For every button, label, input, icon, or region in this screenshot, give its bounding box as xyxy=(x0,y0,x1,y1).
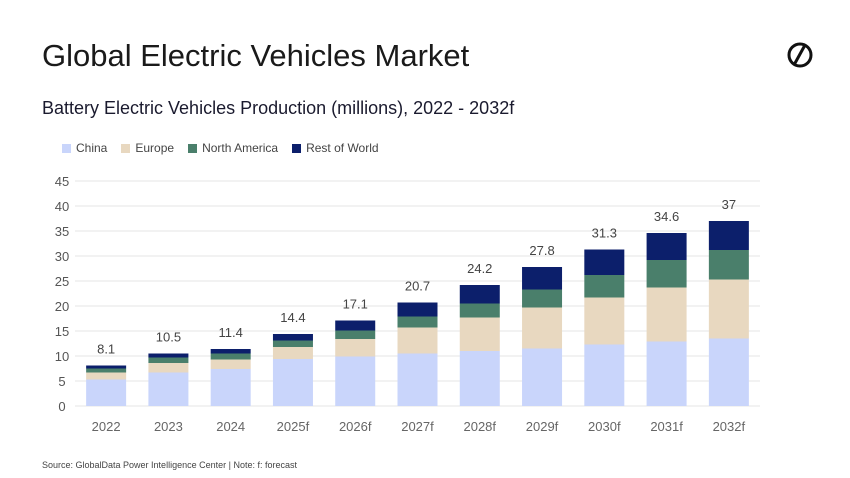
bar-segment-rest-of-world xyxy=(646,233,687,260)
bar-segment-rest-of-world xyxy=(584,249,625,275)
legend-swatch xyxy=(62,143,71,153)
x-tick-label: 2028f xyxy=(463,419,496,434)
total-label: 31.3 xyxy=(592,226,617,241)
bar-segment-europe xyxy=(148,363,189,373)
x-tick-label: 2032f xyxy=(713,419,746,434)
x-tick-label: 2029f xyxy=(526,419,559,434)
bar-segment-europe xyxy=(459,317,500,351)
bar-segment-rest-of-world xyxy=(522,267,563,290)
bar-segment-europe xyxy=(522,307,563,349)
legend-item: China xyxy=(62,141,107,155)
bar-segment-rest-of-world xyxy=(459,285,500,304)
bar-segment-china xyxy=(335,356,376,406)
x-tick-label: 2027f xyxy=(401,419,434,434)
x-tick-label: 2022 xyxy=(92,419,121,434)
bar-segment-rest-of-world xyxy=(708,221,749,250)
bar-segment-europe xyxy=(708,279,749,339)
bar-segment-rest-of-world xyxy=(397,302,438,317)
y-tick-label: 10 xyxy=(55,349,69,364)
bar-segment-north-america xyxy=(335,330,376,339)
bar-segment-north-america xyxy=(584,275,625,298)
y-tick-label: 5 xyxy=(58,374,65,389)
legend-item: Rest of World xyxy=(292,141,379,155)
total-label: 27.8 xyxy=(529,243,554,258)
bar-segment-rest-of-world xyxy=(148,353,189,358)
y-tick-label: 15 xyxy=(55,324,69,339)
total-label: 14.4 xyxy=(280,310,305,325)
legend-swatch xyxy=(188,143,198,153)
total-label: 8.1 xyxy=(97,342,115,357)
y-tick-label: 45 xyxy=(55,174,69,189)
brand-logo-icon xyxy=(787,42,813,68)
bar-segment-china xyxy=(272,359,313,406)
y-tick-label: 20 xyxy=(55,299,69,314)
total-label: 17.1 xyxy=(343,297,368,312)
x-tick-label: 2026f xyxy=(339,419,372,434)
legend: China Europe North America Rest of World xyxy=(62,141,379,155)
y-tick-label: 35 xyxy=(55,224,69,239)
bar-segment-china xyxy=(397,353,438,406)
bar-segment-north-america xyxy=(272,340,313,347)
bar-segment-europe xyxy=(646,287,687,342)
bar-segment-rest-of-world xyxy=(86,365,127,369)
bar-segment-north-america xyxy=(708,250,749,280)
legend-label: Europe xyxy=(135,141,175,155)
total-label: 34.6 xyxy=(654,209,679,224)
legend-swatch xyxy=(121,143,131,153)
bar-segment-north-america xyxy=(148,357,189,363)
bar-segment-china xyxy=(459,351,500,406)
bar-segment-europe xyxy=(272,347,313,359)
bar-segment-china xyxy=(646,341,687,406)
page-title: Global Electric Vehicles Market xyxy=(42,38,470,73)
total-label: 37 xyxy=(722,197,736,212)
bar-segment-china xyxy=(210,369,251,406)
y-tick-label: 30 xyxy=(55,249,69,264)
bar-segment-rest-of-world xyxy=(335,320,376,331)
bar-segment-china xyxy=(522,348,563,406)
bar-segment-rest-of-world xyxy=(272,334,313,341)
bar-segment-china xyxy=(148,372,189,406)
x-tick-label: 2023 xyxy=(154,419,183,434)
total-label: 10.5 xyxy=(156,330,181,345)
bar-segment-china xyxy=(86,379,127,406)
y-tick-label: 40 xyxy=(55,199,69,214)
x-tick-label: 2024 xyxy=(216,419,245,434)
bar-segment-north-america xyxy=(397,316,438,328)
legend-item: North America xyxy=(188,141,278,155)
legend-label: Rest of World xyxy=(306,141,379,155)
total-label: 11.4 xyxy=(219,325,243,340)
bar-segment-rest-of-world xyxy=(210,349,251,354)
bar-segment-china xyxy=(708,338,749,406)
bar-segment-north-america xyxy=(522,289,563,308)
bar-segment-europe xyxy=(584,297,625,345)
total-label: 24.2 xyxy=(467,261,492,276)
bar-segment-china xyxy=(584,344,625,406)
bar-segment-north-america xyxy=(646,260,687,288)
x-tick-label: 2025f xyxy=(277,419,310,434)
legend-label: North America xyxy=(202,141,279,155)
chart-subtitle: Battery Electric Vehicles Production (mi… xyxy=(42,98,515,118)
y-tick-label: 25 xyxy=(55,274,69,289)
source-note: Source: GlobalData Power Intelligence Ce… xyxy=(42,460,297,470)
total-label: 20.7 xyxy=(405,279,430,294)
legend-item: Europe xyxy=(121,141,174,155)
bar-segment-europe xyxy=(86,372,127,380)
bar-segment-europe xyxy=(210,359,251,369)
y-tick-label: 0 xyxy=(58,399,65,414)
x-tick-label: 2030f xyxy=(588,419,621,434)
bar-segment-europe xyxy=(335,339,376,357)
bar-segment-north-america xyxy=(459,303,500,318)
bar-segment-north-america xyxy=(86,368,127,373)
x-tick-label: 2031f xyxy=(650,419,683,434)
legend-swatch xyxy=(292,143,302,153)
bar-segment-north-america xyxy=(210,353,251,360)
legend-label: China xyxy=(76,141,108,155)
bar-segment-europe xyxy=(397,327,438,354)
